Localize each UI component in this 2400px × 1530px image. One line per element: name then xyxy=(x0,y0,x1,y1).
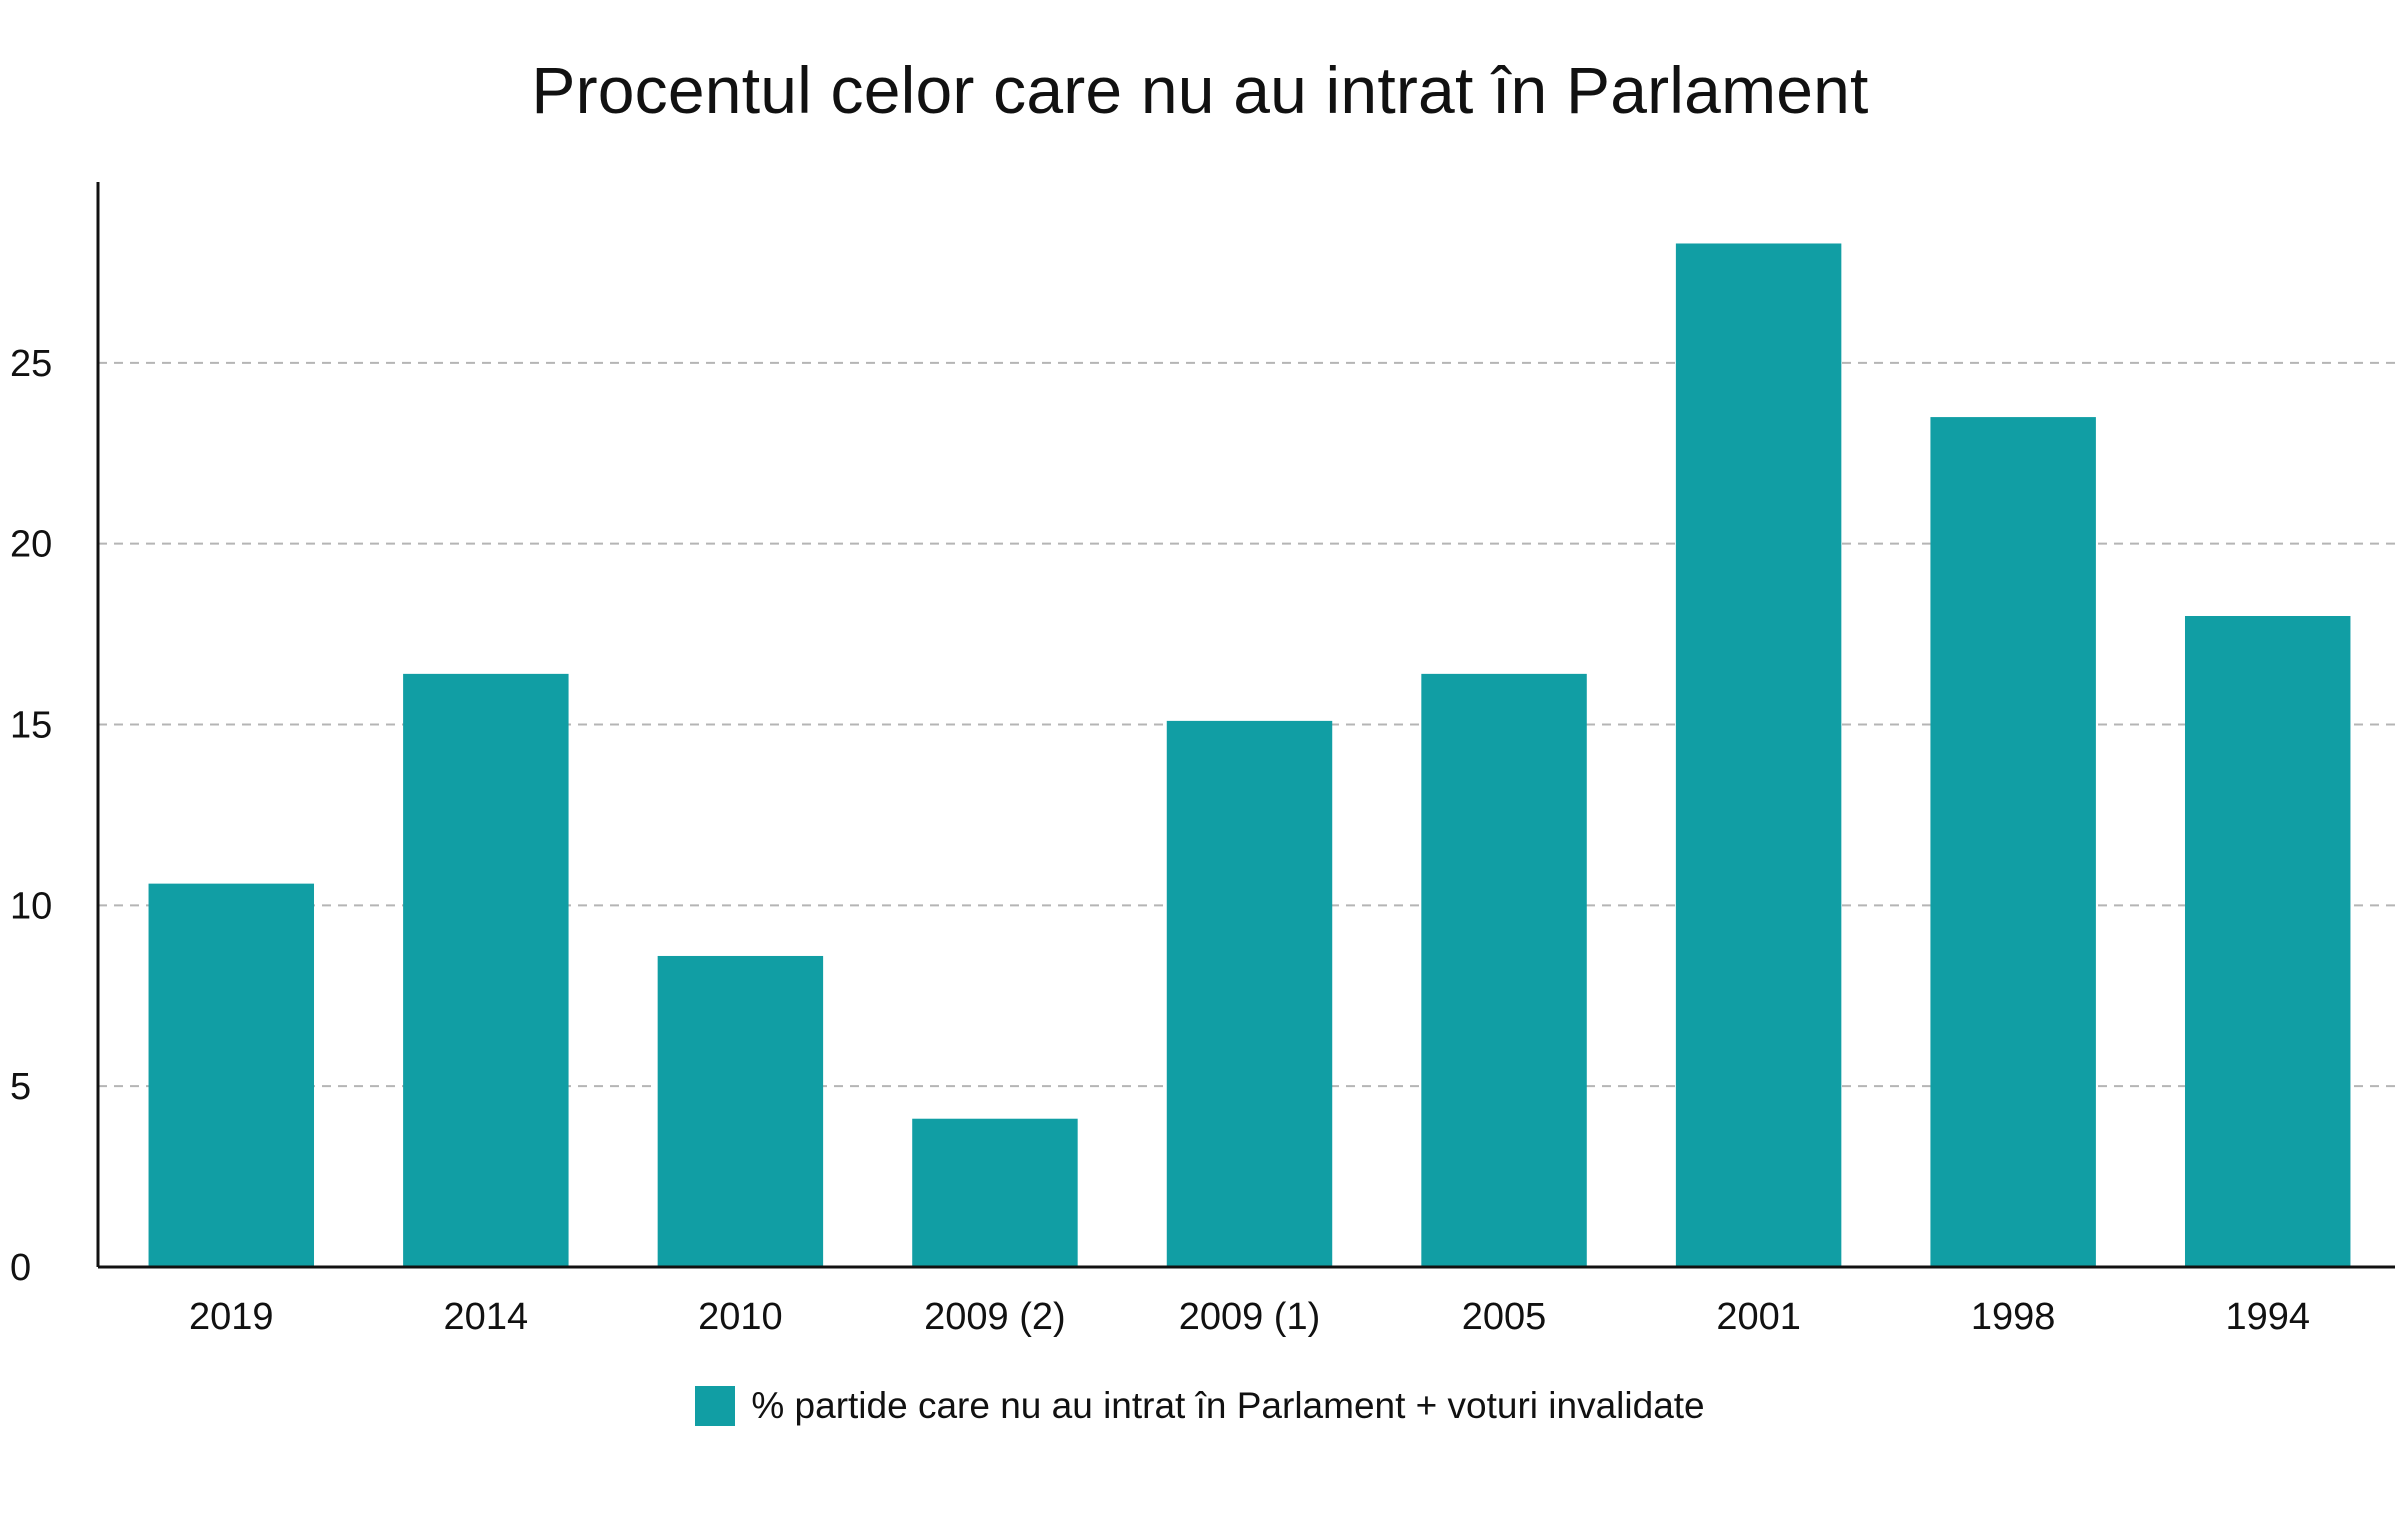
bar xyxy=(403,673,569,1267)
bar xyxy=(148,883,315,1267)
x-tick-label: 2010 xyxy=(698,1296,783,1338)
y-tick-label: 25 xyxy=(10,343,52,385)
y-tick-label: 10 xyxy=(10,885,52,927)
x-tick-labels: 2019 2014 2010 2009 (2) 2009 (1) 2005 2001 1998… xyxy=(189,1296,2310,1338)
legend-swatch xyxy=(695,1386,736,1426)
x-tick-label: 2005 xyxy=(1462,1296,1547,1338)
bar xyxy=(1930,417,2096,1267)
x-tick-label: 2009 (1) xyxy=(1179,1296,1321,1338)
bar xyxy=(1166,720,1333,1267)
bar xyxy=(657,955,824,1267)
y-tick-label: 5 xyxy=(10,1066,31,1108)
bar xyxy=(912,1118,1078,1267)
legend-label: % partide care nu au intrat în Parlament… xyxy=(751,1385,1705,1426)
y-tick-label: 0 xyxy=(10,1247,31,1289)
bar xyxy=(2184,616,2351,1267)
axes xyxy=(96,182,2395,1269)
y-tick-label: 15 xyxy=(10,705,52,747)
bar xyxy=(1421,673,1587,1267)
x-tick-label: 2019 xyxy=(189,1296,274,1338)
x-tick-label: 2014 xyxy=(444,1296,529,1338)
bars xyxy=(148,243,2351,1267)
legend: % partide care nu au intrat în Parlament… xyxy=(0,1385,2400,1427)
x-tick-label: 1998 xyxy=(1971,1296,2056,1338)
x-tick-label: 2009 (2) xyxy=(924,1296,1066,1338)
x-tick-label: 2001 xyxy=(1716,1296,1801,1338)
x-tick-label: 1994 xyxy=(2225,1296,2310,1338)
y-tick-labels: 0 5 10 15 20 25 xyxy=(10,343,52,1289)
bar xyxy=(1675,243,1842,1267)
chart-title: Procentul celor care nu au intrat în Par… xyxy=(531,53,1869,127)
y-tick-label: 20 xyxy=(10,524,52,566)
